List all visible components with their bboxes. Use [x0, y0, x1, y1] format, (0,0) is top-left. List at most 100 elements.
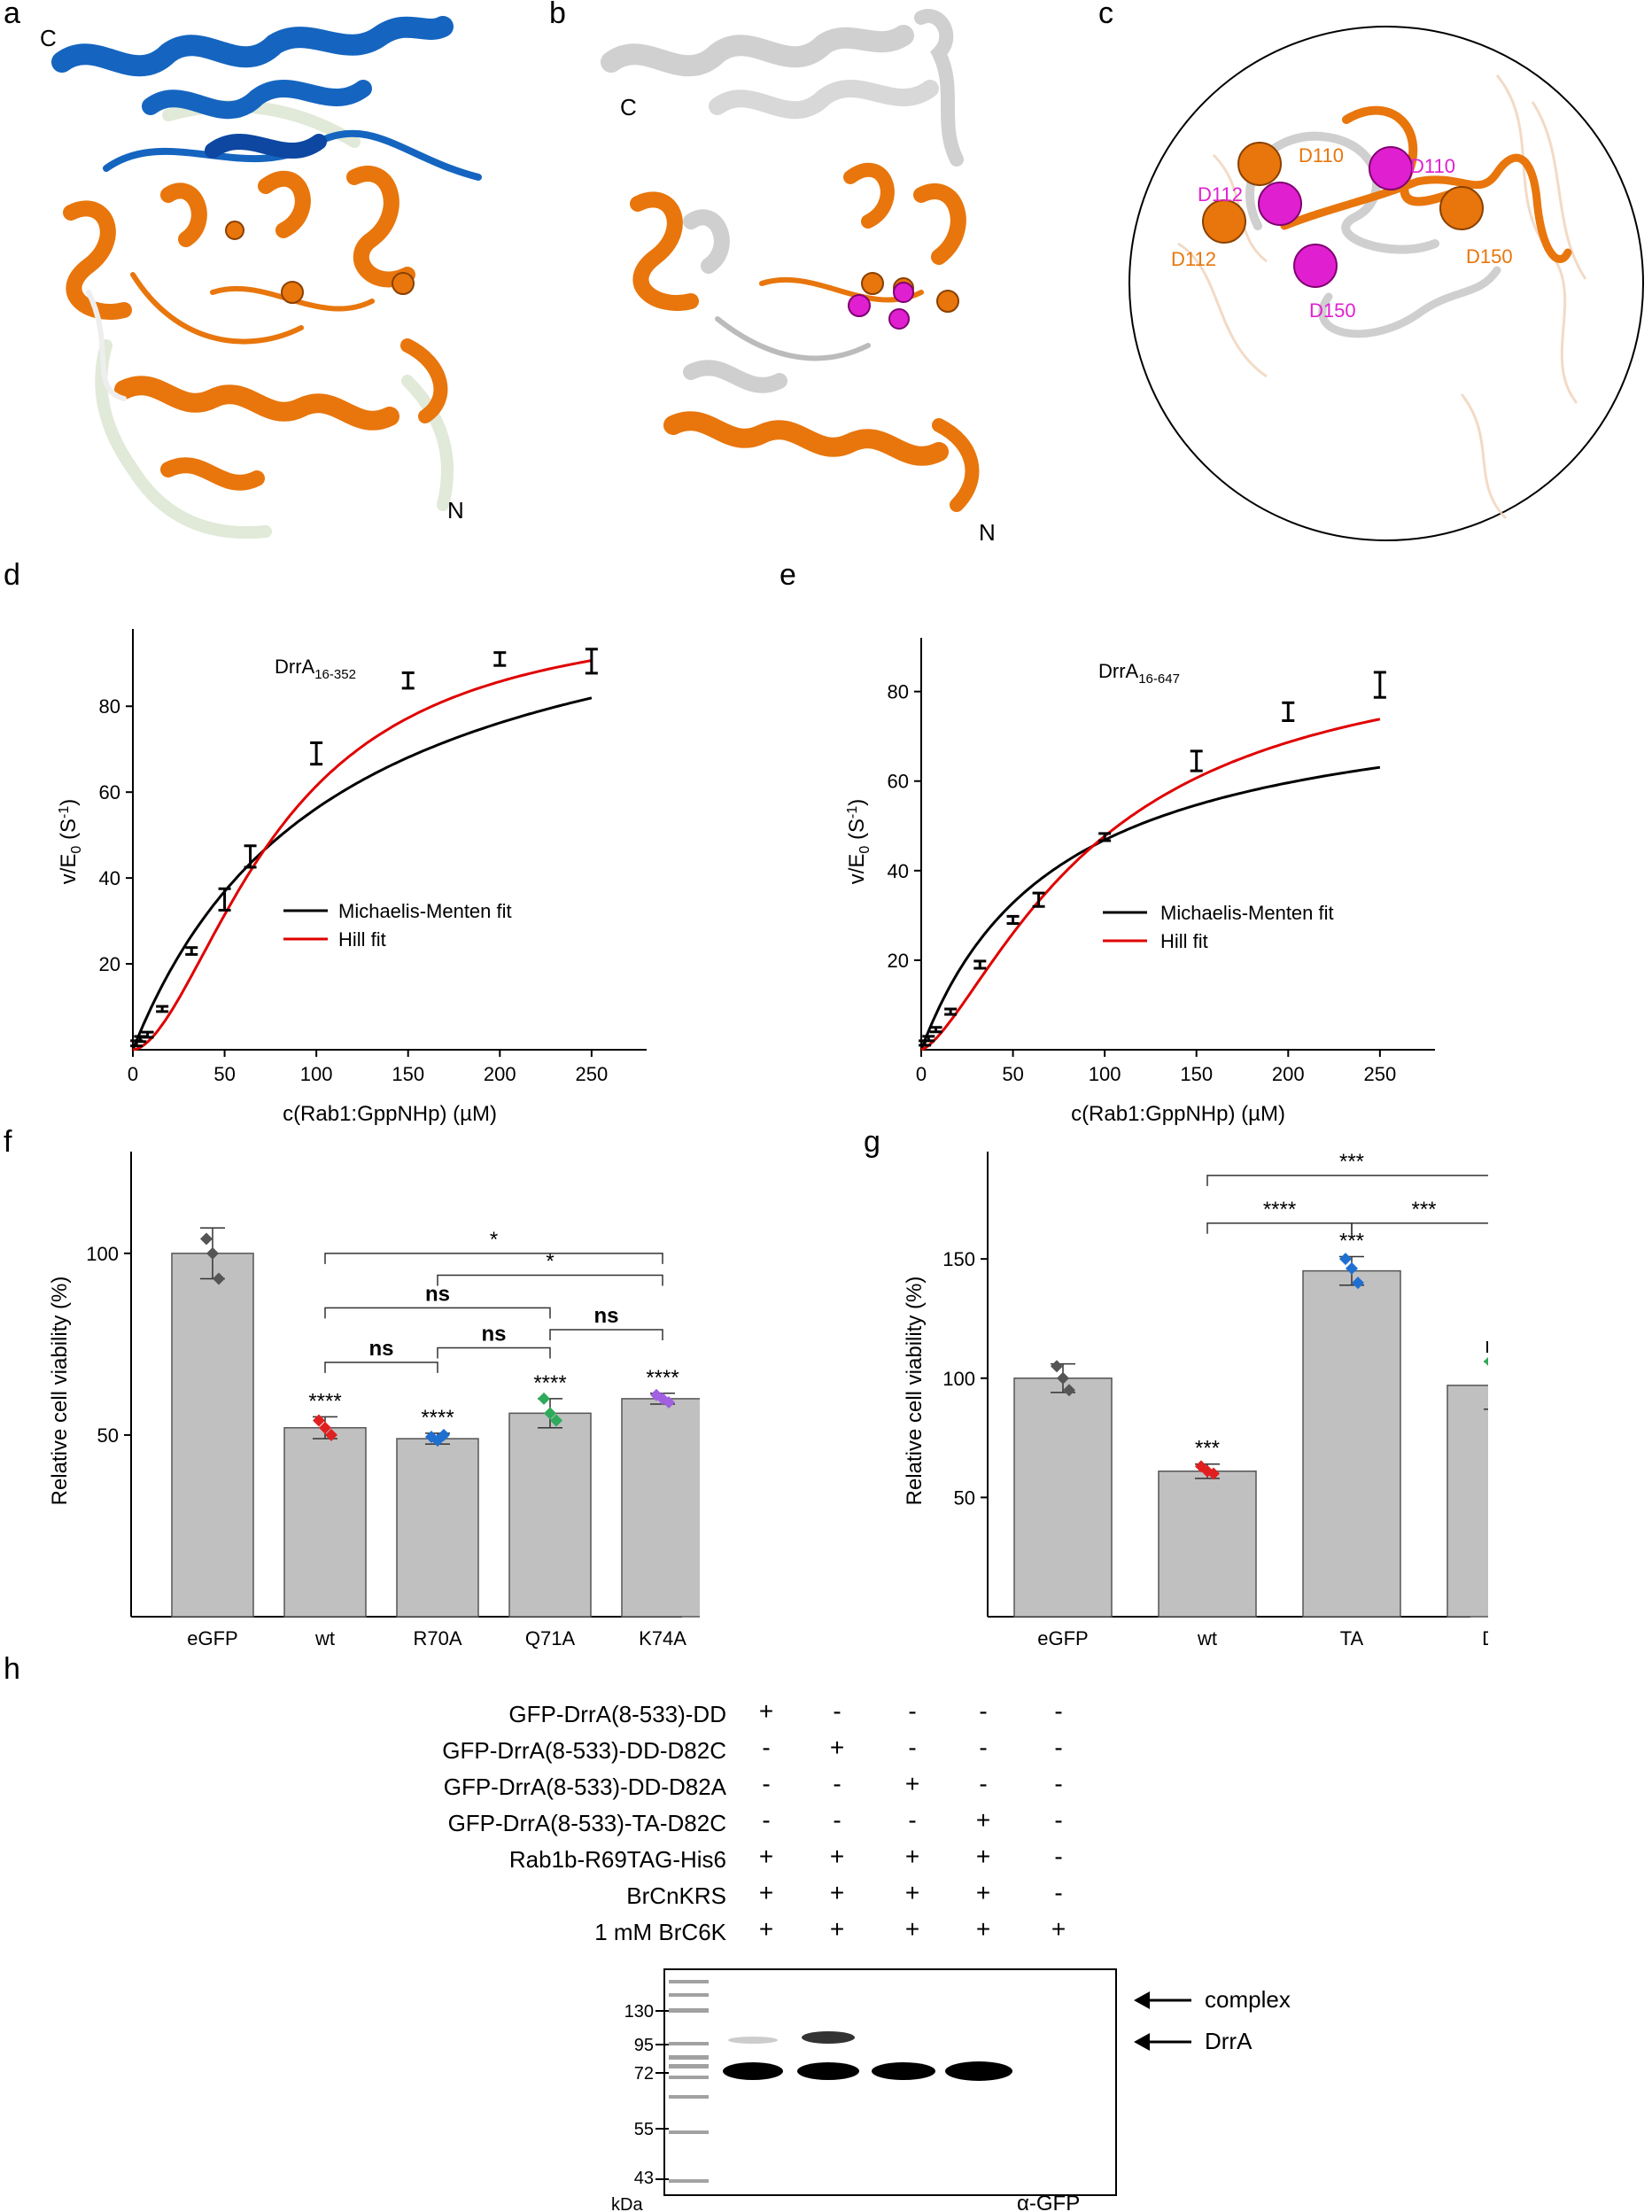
chart-g-bar-ta — [1302, 1269, 1401, 1618]
blot-condition-sign: + — [904, 1879, 920, 1906]
chart-g-comparison-bracket — [1206, 1175, 1488, 1186]
chart-f-comparison-bracket — [324, 1253, 663, 1264]
chart-f-significance-label: **** — [421, 1406, 454, 1430]
chart-f-replicate-point — [663, 1396, 675, 1409]
blot-condition-sign: + — [829, 1879, 845, 1906]
structure-a-c-label: C — [40, 25, 57, 51]
blot-condition-label: GFP-DrrA(8-533)-DD-D82A — [443, 1773, 726, 1800]
chart-g-replicate-point — [1063, 1384, 1075, 1397]
blot-condition-sign: - — [1054, 1806, 1063, 1834]
chart-e-legend-hill: Hill fit — [1160, 930, 1208, 952]
chart-f-xtick-label: wt — [314, 1627, 335, 1649]
blot-condition-row: GFP-DrrA(8-533)-DD-D82A - - + - - — [292, 1770, 1090, 1805]
chart-g-replicate-point — [1346, 1261, 1358, 1275]
blot-condition-sign: - — [833, 1697, 842, 1725]
chart-g-comparison-label: *** — [1339, 1150, 1364, 1174]
chart-e-legend: Michaelis-Menten fit Hill fit — [1103, 902, 1334, 952]
chart-d-axes — [132, 629, 647, 1051]
chart-f-replicate-point — [325, 1428, 337, 1441]
structure-b-image: C N — [601, 9, 996, 546]
chart-e-data-point — [1373, 671, 1386, 699]
chart-d-ylabel: v/E0 (S-1) — [57, 799, 84, 885]
chart-f-significance-label: **** — [533, 1371, 566, 1395]
viability-chart-f: 50 100 eGFP **** wt **** R70A **** Q71A **** K74A… — [48, 1152, 700, 1649]
chart-e-xtick-label: 100 — [1089, 1063, 1121, 1085]
chart-e-ytick-label: 40 — [888, 860, 909, 882]
chart-e-data-point — [1282, 701, 1295, 723]
residue-label-orange-d150: D150 — [1466, 245, 1513, 268]
blot-condition-label: GFP-DrrA(8-533)-DD-D82C — [442, 1737, 726, 1764]
chart-g-replicate-point — [1339, 1253, 1352, 1266]
chart-d-xtick-label: 100 — [300, 1063, 333, 1085]
chart-d-data-point — [141, 1030, 154, 1039]
blot-condition-row: BrCnKRS + + + + - — [292, 1879, 1090, 1914]
blot-antibody-label: α-GFP — [1017, 2192, 1080, 2212]
blot-condition-sign: + — [975, 1806, 991, 1834]
blot-marker-72: 72 — [634, 2064, 654, 2084]
chart-g-significance-label: ns — [1485, 1334, 1488, 1358]
chart-d-legend: Michaelis-Menten fit Hill fit — [283, 900, 512, 951]
chart-e-axes — [920, 638, 1435, 1051]
blot-marker-130: 130 — [624, 2002, 654, 2022]
chart-f-comparison-label: ns — [368, 1337, 393, 1361]
chart-d-xtick-label: 250 — [575, 1063, 608, 1085]
chart-d-xtick-label: 50 — [213, 1063, 235, 1085]
blot-condition-sign: + — [829, 1734, 845, 1761]
chart-d-data-point — [185, 946, 198, 956]
panel-letter-b: b — [549, 0, 566, 30]
chart-f-replicate-point — [200, 1232, 213, 1246]
chart-f-bar-egfp — [171, 1253, 254, 1618]
blot-condition-sign: - — [1054, 1879, 1063, 1906]
chart-f-comparison-label: ns — [425, 1282, 450, 1306]
chart-g-xtick-label: wt — [1197, 1627, 1217, 1649]
chart-g-replicate-point — [1352, 1277, 1364, 1290]
blot-condition-row: GFP-DrrA(8-533)-DD + - - - - — [292, 1697, 1090, 1733]
chart-f-replicate-point — [213, 1272, 225, 1285]
chart-d-data-point — [156, 1005, 169, 1013]
chart-g-significance-label: *** — [1195, 1437, 1220, 1461]
blot-condition-sign: - — [1054, 1770, 1063, 1797]
chart-d-xtick-label: 200 — [484, 1063, 516, 1085]
arrow-complex-icon — [1134, 1991, 1191, 2009]
chart-e-data-point — [944, 1007, 958, 1016]
chart-f-xtick-label: K74A — [639, 1627, 686, 1649]
structure-b-c-label: C — [620, 94, 637, 120]
chart-g-comparison-bracket — [1351, 1222, 1488, 1234]
blot-condition-label: 1 mM BrC6K — [594, 1919, 726, 1945]
chart-d-legend-mm: Michaelis-Menten fit — [338, 900, 512, 922]
chart-e-data-point — [1006, 914, 1020, 925]
blot-condition-sign: + — [975, 1843, 991, 1870]
residue-label-orange-d112: D112 — [1171, 248, 1216, 270]
chart-f-replicate-point — [538, 1392, 550, 1405]
blot-condition-sign: - — [762, 1806, 771, 1834]
chart-g-replicate-point — [1207, 1467, 1220, 1480]
blot-condition-sign: - — [833, 1806, 842, 1834]
chart-f-comparison-label: ns — [593, 1304, 618, 1328]
blot-condition-sign: - — [979, 1697, 988, 1725]
chart-e-xtick-label: 250 — [1363, 1063, 1396, 1085]
blot-condition-row: Rab1b-R69TAG-His6 + + + + - — [292, 1843, 1090, 1878]
chart-e-fit-curve-mm — [919, 765, 1381, 1051]
chart-d-data-point — [218, 887, 231, 912]
blot-marker-55: 55 — [634, 2120, 654, 2139]
chart-d-fit-curve-mm — [131, 696, 593, 1051]
chart-f-replicate-point — [206, 1246, 219, 1260]
chart-f-replicate-point — [438, 1428, 450, 1441]
blot-condition-sign: - — [908, 1697, 917, 1725]
chart-g-comparison-bracket — [1206, 1222, 1353, 1234]
chart-g-replicate-point — [1051, 1360, 1063, 1373]
chart-e-xtick-label: 200 — [1272, 1063, 1305, 1085]
chart-e-data-point — [929, 1026, 942, 1034]
panel-letter-h: h — [4, 1652, 20, 1686]
chart-e-data-point — [1190, 749, 1203, 772]
blot-condition-row: GFP-DrrA(8-533)-DD-D82C - + - - - — [292, 1734, 1090, 1769]
chart-g-ytick-label: 50 — [954, 1486, 975, 1509]
chart-f-comparison-label: * — [490, 1228, 498, 1252]
chart-f-replicate-point — [544, 1407, 556, 1420]
chart-g-xtick-label: DD — [1482, 1627, 1488, 1649]
panel-letter-d: d — [4, 558, 20, 592]
chart-e-ylabel: v/E0 (S-1) — [845, 799, 873, 885]
blot-condition-label: GFP-DrrA(8-533)-TA-D82C — [447, 1810, 726, 1836]
arrow-drra-label: DrrA — [1205, 2028, 1253, 2054]
